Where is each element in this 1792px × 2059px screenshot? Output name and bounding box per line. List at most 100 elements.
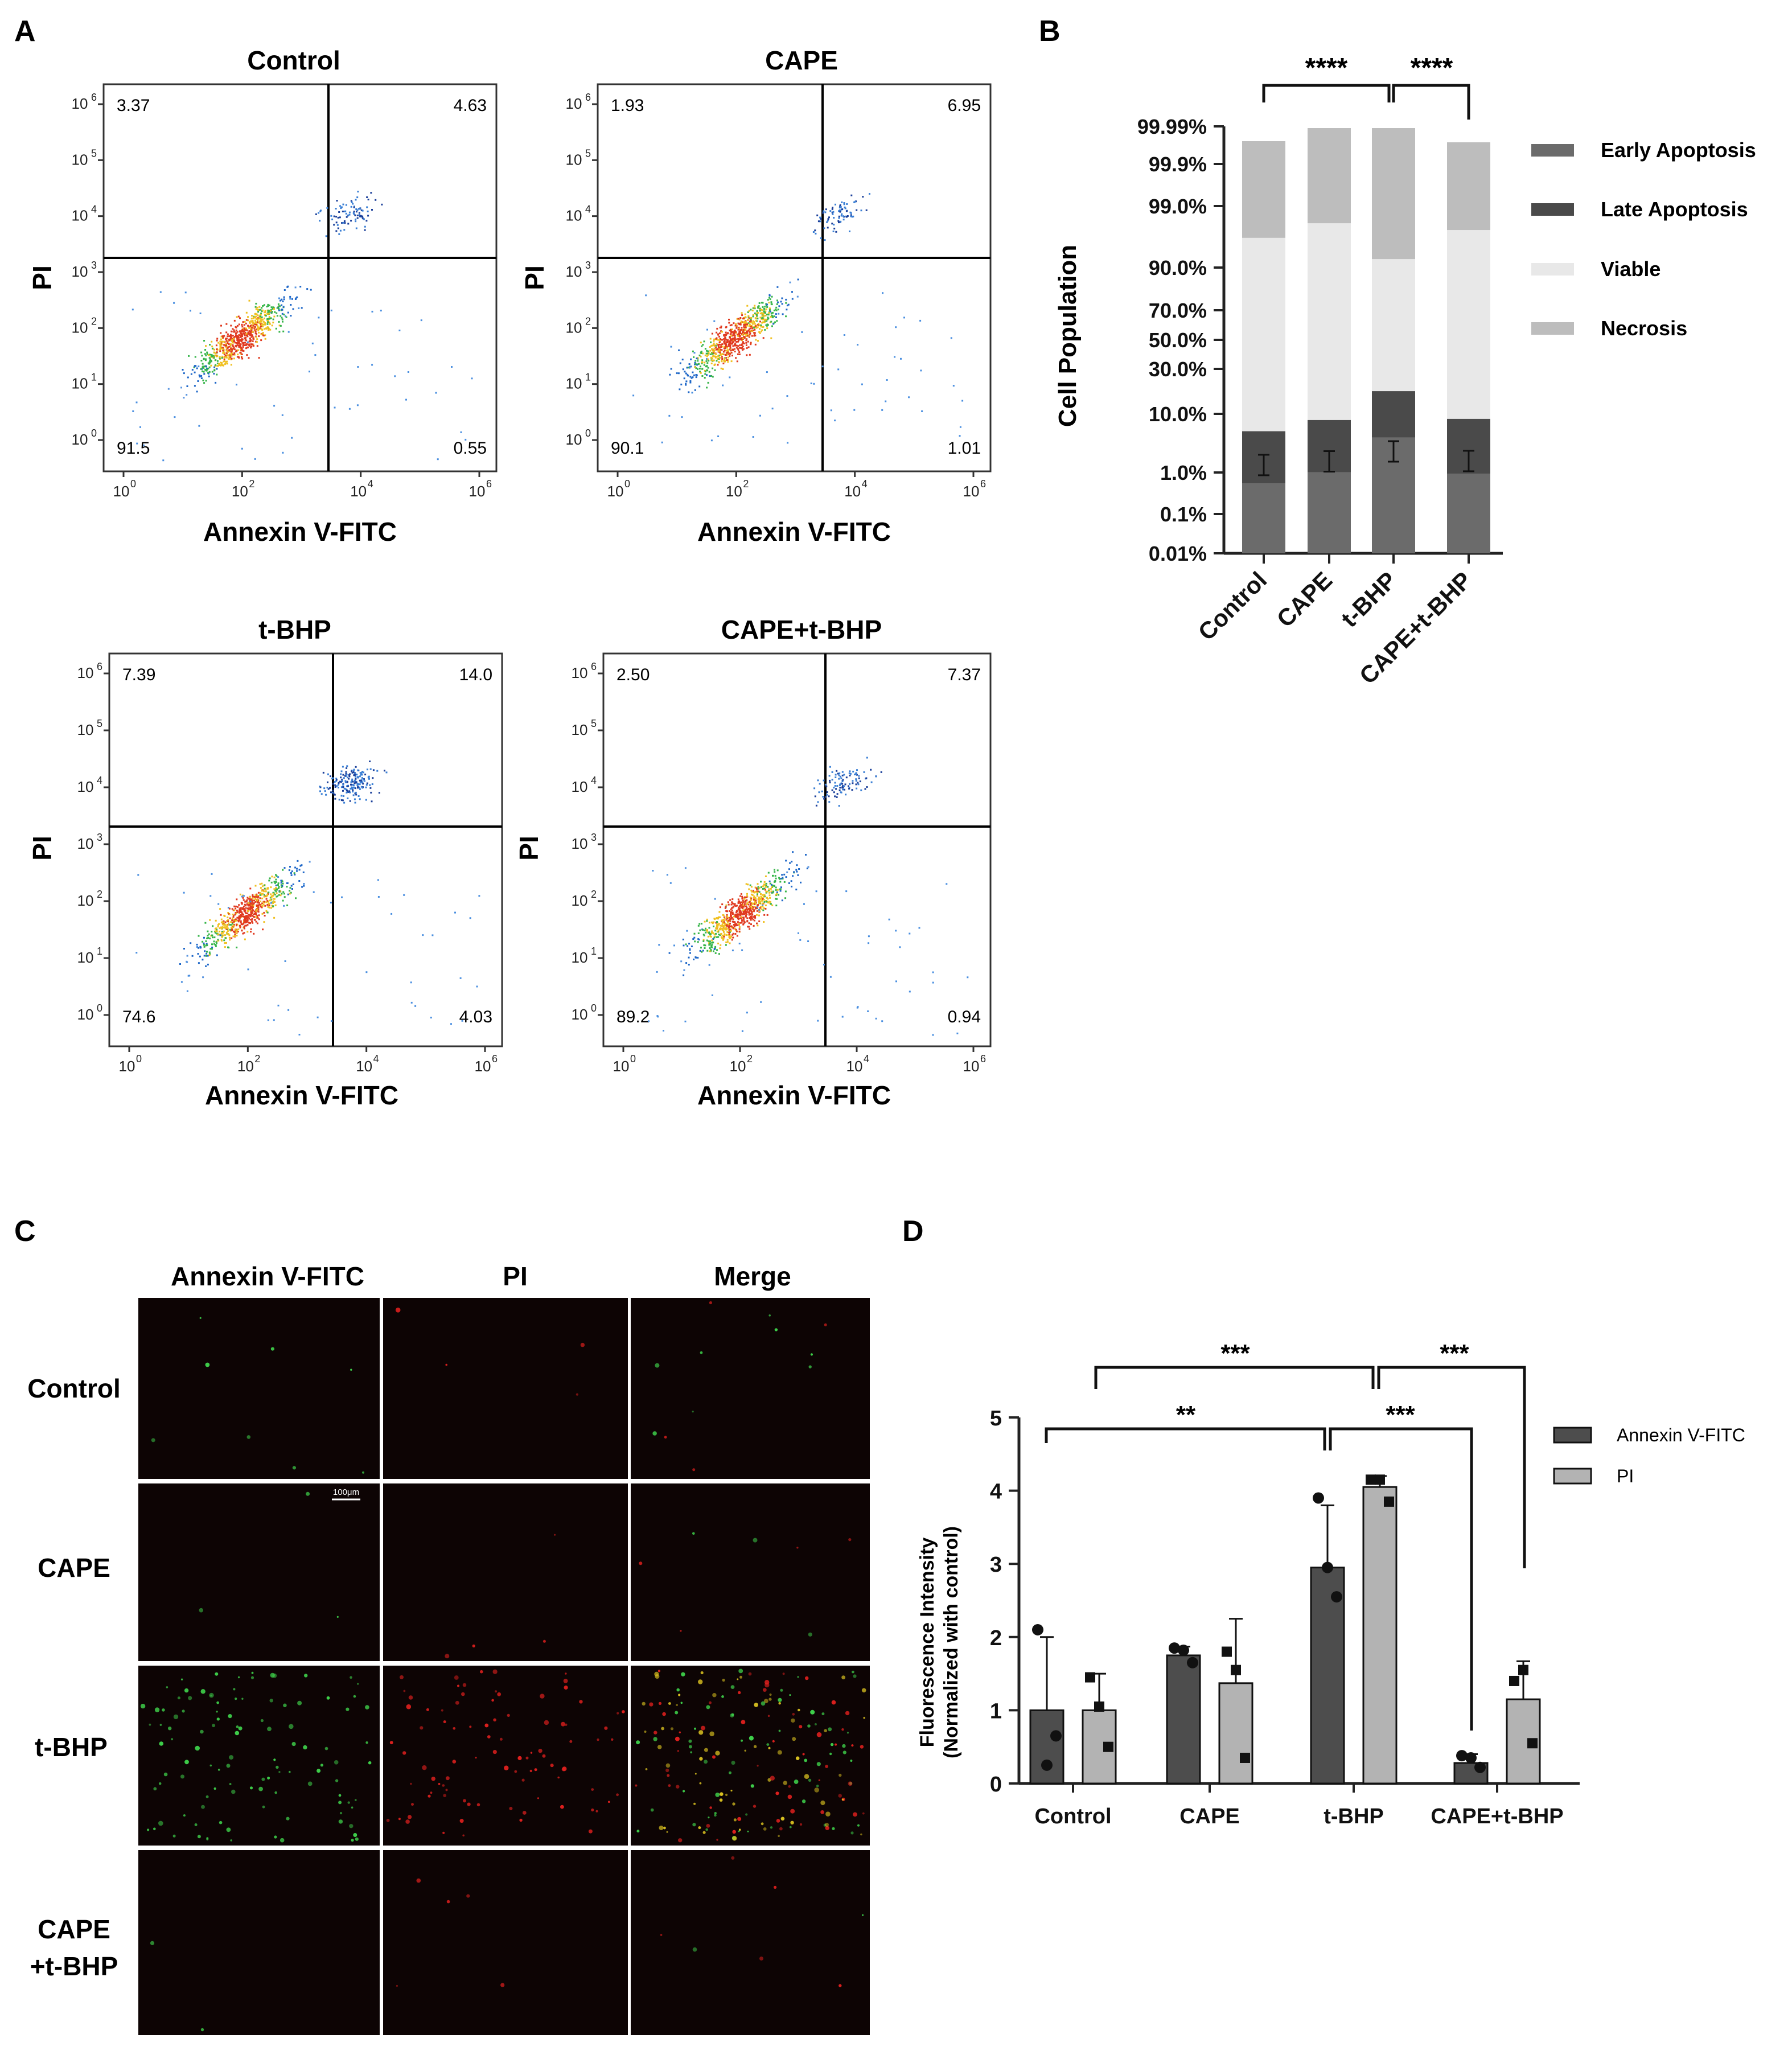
- event-dot: [346, 785, 348, 787]
- event-dot: [266, 323, 269, 325]
- cell-spot: [180, 1774, 184, 1779]
- event-dot: [261, 897, 264, 899]
- event-dot: [262, 893, 264, 895]
- cell-spot: [738, 1668, 743, 1674]
- cell-spot: [426, 1708, 429, 1711]
- event-dot: [763, 312, 765, 314]
- x-tick-exponent: 6: [980, 1053, 986, 1065]
- event-dot: [733, 915, 735, 918]
- cell-spot: [484, 1723, 489, 1728]
- event-dot: [765, 318, 767, 320]
- micrograph-tile: [383, 1298, 628, 1479]
- cell-spot: [492, 1669, 498, 1674]
- event-dot: [250, 911, 252, 914]
- event-dot: [216, 355, 219, 357]
- event-dot: [378, 792, 380, 794]
- event-dot: [291, 437, 293, 439]
- event-dot: [738, 906, 740, 909]
- event-dot: [245, 901, 248, 903]
- event-dot: [262, 335, 265, 336]
- cell-spot: [729, 1771, 731, 1774]
- event-dot: [814, 229, 816, 232]
- event-dot: [762, 318, 764, 320]
- event-dot: [460, 431, 462, 433]
- event-dot: [736, 913, 738, 915]
- event-dot: [233, 909, 236, 911]
- event-dot: [224, 934, 226, 936]
- event-dot: [241, 356, 243, 359]
- event-dot: [340, 770, 343, 772]
- event-dot: [705, 931, 707, 934]
- event-dot: [183, 891, 185, 894]
- event-dot: [844, 788, 845, 791]
- event-dot: [233, 354, 235, 356]
- event-dot: [737, 921, 739, 923]
- event-dot: [240, 336, 242, 338]
- event-dot: [731, 898, 734, 901]
- cell-spot: [730, 1789, 733, 1792]
- event-dot: [744, 313, 746, 315]
- event-dot: [705, 927, 706, 930]
- event-dot: [766, 914, 768, 916]
- event-dot: [743, 920, 745, 922]
- cell-spot: [466, 1894, 470, 1898]
- cell-spot: [445, 1789, 448, 1791]
- cell-spot: [306, 1491, 310, 1496]
- event-dot: [290, 315, 292, 317]
- event-dot: [739, 347, 742, 349]
- cell-spot: [825, 1823, 829, 1827]
- event-dot: [265, 890, 267, 893]
- event-dot: [202, 959, 204, 961]
- cell-spot: [850, 1760, 853, 1762]
- event-dot: [212, 936, 214, 939]
- event-dot: [233, 348, 236, 351]
- event-dot: [349, 791, 351, 794]
- event-dot: [208, 375, 210, 377]
- event-dot: [765, 308, 767, 310]
- event-dot: [268, 311, 270, 313]
- event-dot: [219, 340, 221, 343]
- cell-spot: [667, 1774, 670, 1777]
- event-dot: [728, 927, 730, 929]
- event-dot: [249, 909, 252, 911]
- event-dot: [320, 793, 323, 795]
- cell-spot: [644, 1731, 647, 1733]
- event-dot: [715, 932, 717, 935]
- event-dot: [833, 787, 835, 789]
- event-dot: [836, 770, 838, 772]
- event-dot: [398, 330, 401, 331]
- event-dot: [738, 928, 741, 930]
- event-dot: [201, 355, 203, 357]
- event-dot: [343, 220, 346, 222]
- event-dot: [256, 904, 258, 906]
- event-dot: [759, 332, 761, 334]
- event-dot: [725, 350, 728, 352]
- event-dot: [771, 408, 774, 410]
- event-dot: [238, 910, 240, 913]
- event-dot: [733, 924, 735, 926]
- event-dot: [227, 933, 229, 935]
- event-dot: [226, 924, 228, 926]
- event-dot: [229, 338, 232, 340]
- event-dot: [205, 965, 207, 967]
- event-dot: [730, 342, 733, 344]
- event-dot: [685, 384, 687, 386]
- data-point: [1222, 1646, 1232, 1657]
- event-dot: [722, 368, 724, 370]
- event-dot: [227, 342, 229, 344]
- event-dot: [262, 323, 265, 326]
- cell-spot: [199, 1608, 204, 1613]
- event-dot: [244, 924, 246, 927]
- event-dot: [762, 904, 764, 906]
- event-dot: [244, 922, 246, 924]
- x-tick-label: Control: [1034, 1805, 1111, 1828]
- flow-plot-cape-tbhp: CAPE+t-BHP 2.50 7.37 89.2 0.94 Annexin V…: [514, 615, 992, 1110]
- event-dot: [325, 794, 327, 796]
- event-dot: [852, 782, 854, 784]
- event-dot: [747, 315, 750, 317]
- event-dot: [270, 309, 272, 311]
- micrograph-tile: [631, 1298, 870, 1479]
- event-dot: [857, 783, 860, 786]
- event-dot: [817, 779, 819, 782]
- event-dot: [249, 914, 252, 916]
